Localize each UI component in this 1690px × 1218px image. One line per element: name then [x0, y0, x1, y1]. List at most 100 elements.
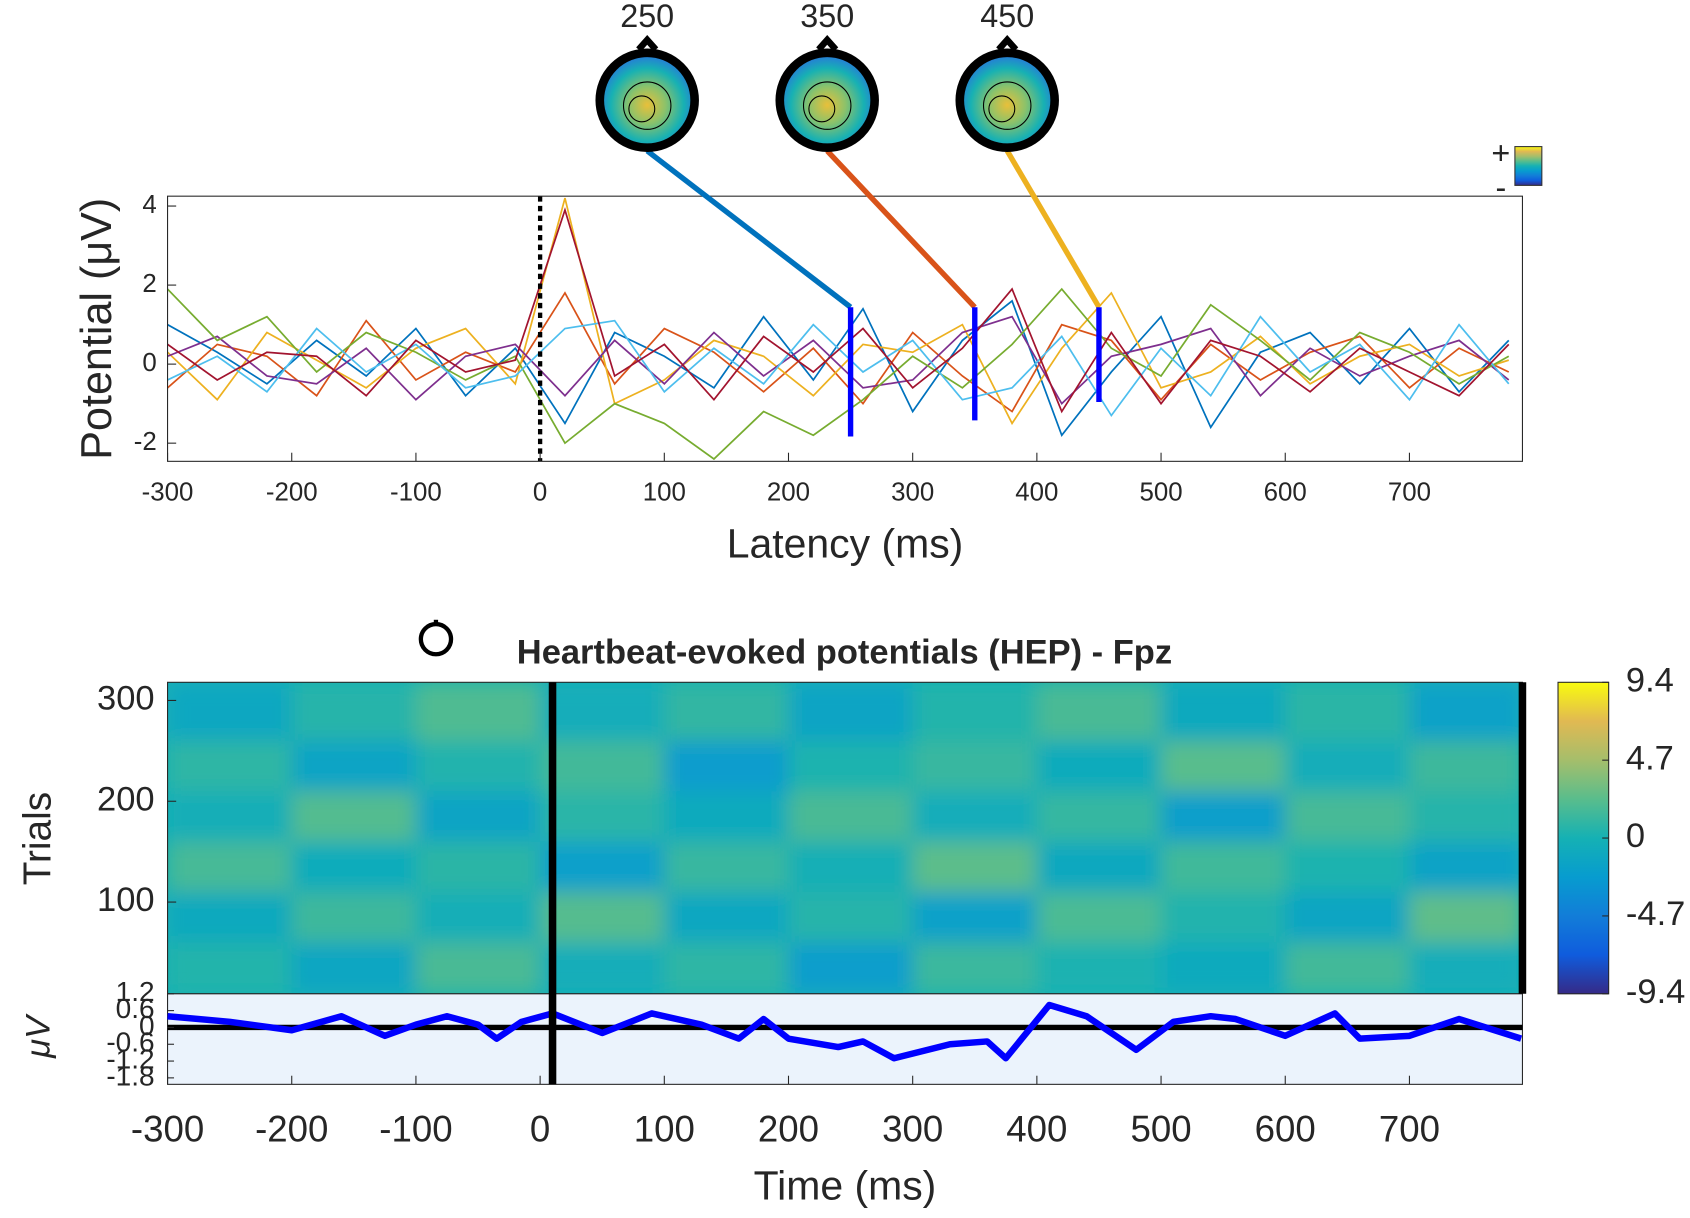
x-tick-label: 700 [1379, 1108, 1440, 1149]
x-tick-label: -200 [255, 1108, 328, 1149]
image-cell [1409, 942, 1523, 994]
image-cell [1036, 791, 1162, 842]
y-tick-label: 200 [97, 780, 155, 818]
erp-y-axis-label: μV [19, 1013, 57, 1059]
x-axis-label: Latency (ms) [727, 520, 964, 566]
image-cell [1285, 740, 1410, 792]
erp-y-tick-label: 0 [139, 1010, 155, 1041]
topomap-contour [982, 81, 1032, 130]
image-cell [415, 891, 541, 943]
x-tick-label: 100 [634, 1108, 695, 1149]
plot-area [167, 196, 1523, 462]
erp-y-tick-label: -0.6 [106, 1027, 154, 1058]
image-cell [540, 891, 665, 943]
y-axis-label: Trials [17, 792, 60, 885]
image-cell [912, 841, 1037, 892]
x-tick-label: -200 [266, 478, 318, 506]
x-tick-label: 300 [891, 478, 934, 506]
image-cell [167, 891, 292, 943]
image-cell [415, 841, 541, 892]
topomap-scalp [595, 48, 699, 152]
topomap-nose [816, 35, 839, 52]
image-cell [167, 740, 292, 792]
image-cell [1409, 841, 1523, 892]
image-cell [788, 740, 913, 792]
colorbar-minus: - [1496, 169, 1507, 205]
topomap-latency: 250 [620, 0, 674, 34]
image-cell [167, 942, 292, 994]
colorbar-tick-label: 4.7 [1626, 739, 1674, 777]
x-tick-label: 200 [758, 1108, 819, 1149]
image-cell [1036, 740, 1162, 792]
image-cell [415, 791, 541, 842]
image-cell [1161, 682, 1286, 741]
topomap-scalp [775, 48, 879, 152]
image-clip [167, 682, 1523, 994]
head-icon [418, 619, 454, 657]
topomap [595, 35, 699, 152]
colorbar-plus: + [1491, 135, 1510, 171]
image-cell [1285, 891, 1410, 943]
trace [167, 315, 1510, 418]
axes-box [167, 195, 1523, 462]
colorbar-tick-label: -9.4 [1626, 973, 1685, 1011]
y-tick-label: 4 [142, 191, 156, 219]
trace [167, 315, 1510, 406]
image-cell [1409, 791, 1523, 842]
colorbar-tick-label: -4.7 [1626, 895, 1685, 933]
trace [167, 287, 1510, 461]
image-cell [788, 942, 913, 994]
y-tick-label: 0 [142, 349, 156, 377]
y-tick-label: 2 [142, 270, 156, 298]
topomap-nose [636, 35, 659, 52]
chart-title: Heartbeat-evoked potentials (HEP) - Fpz [517, 633, 1172, 671]
x-tick-label: -300 [131, 1108, 204, 1149]
x-tick-label: 0 [530, 1108, 550, 1149]
topomap-connector [1004, 149, 1102, 309]
erp-area [167, 993, 1523, 1085]
image-cell [167, 841, 292, 892]
image-cell [912, 942, 1037, 994]
image-cell [664, 891, 789, 943]
image-cell [1036, 682, 1162, 741]
image-cell [291, 841, 416, 892]
topomap-nose [996, 35, 1019, 52]
y-tick-label: 100 [97, 881, 155, 919]
image-cell [664, 942, 789, 994]
erp-y-tick-label: 0.6 [116, 993, 155, 1024]
image-cell [912, 891, 1037, 943]
image-cell [291, 891, 416, 943]
y-tick-label: 300 [97, 680, 155, 718]
topomap-latency: 450 [980, 0, 1034, 34]
erp-y-tick-label: -1.2 [106, 1043, 154, 1074]
image-cell [1036, 891, 1162, 943]
colorbar [1557, 681, 1610, 995]
image-cell [291, 942, 416, 994]
x-tick-label: -100 [379, 1108, 452, 1149]
topomap-latency: 350 [800, 0, 854, 34]
topomap-contour [808, 95, 836, 123]
x-tick-label: 600 [1264, 478, 1307, 506]
traces [167, 197, 1510, 461]
image-cell [291, 682, 416, 741]
topomap [955, 35, 1059, 152]
image-cell [788, 682, 913, 741]
erp-y-tick-label: -1.8 [106, 1060, 154, 1091]
image-cell [1161, 891, 1286, 943]
x-tick-label: 600 [1255, 1108, 1316, 1149]
topomap-connector [645, 148, 853, 310]
image-cell [415, 942, 541, 994]
x-tick-label: 400 [1006, 1108, 1067, 1149]
x-axis-label: Time (ms) [754, 1163, 937, 1209]
erp-line [167, 1001, 1523, 1062]
image-cell [912, 682, 1037, 741]
image-cell [167, 682, 292, 741]
erp-y-tick-label: 1.2 [116, 976, 155, 1007]
y-tick-label: -2 [134, 428, 157, 456]
topomap-scalp [955, 48, 1059, 152]
image-cell [664, 740, 789, 792]
image-cell [1161, 942, 1286, 994]
colorbar-tick-label: 0 [1626, 817, 1645, 855]
image-cell [1285, 942, 1410, 994]
